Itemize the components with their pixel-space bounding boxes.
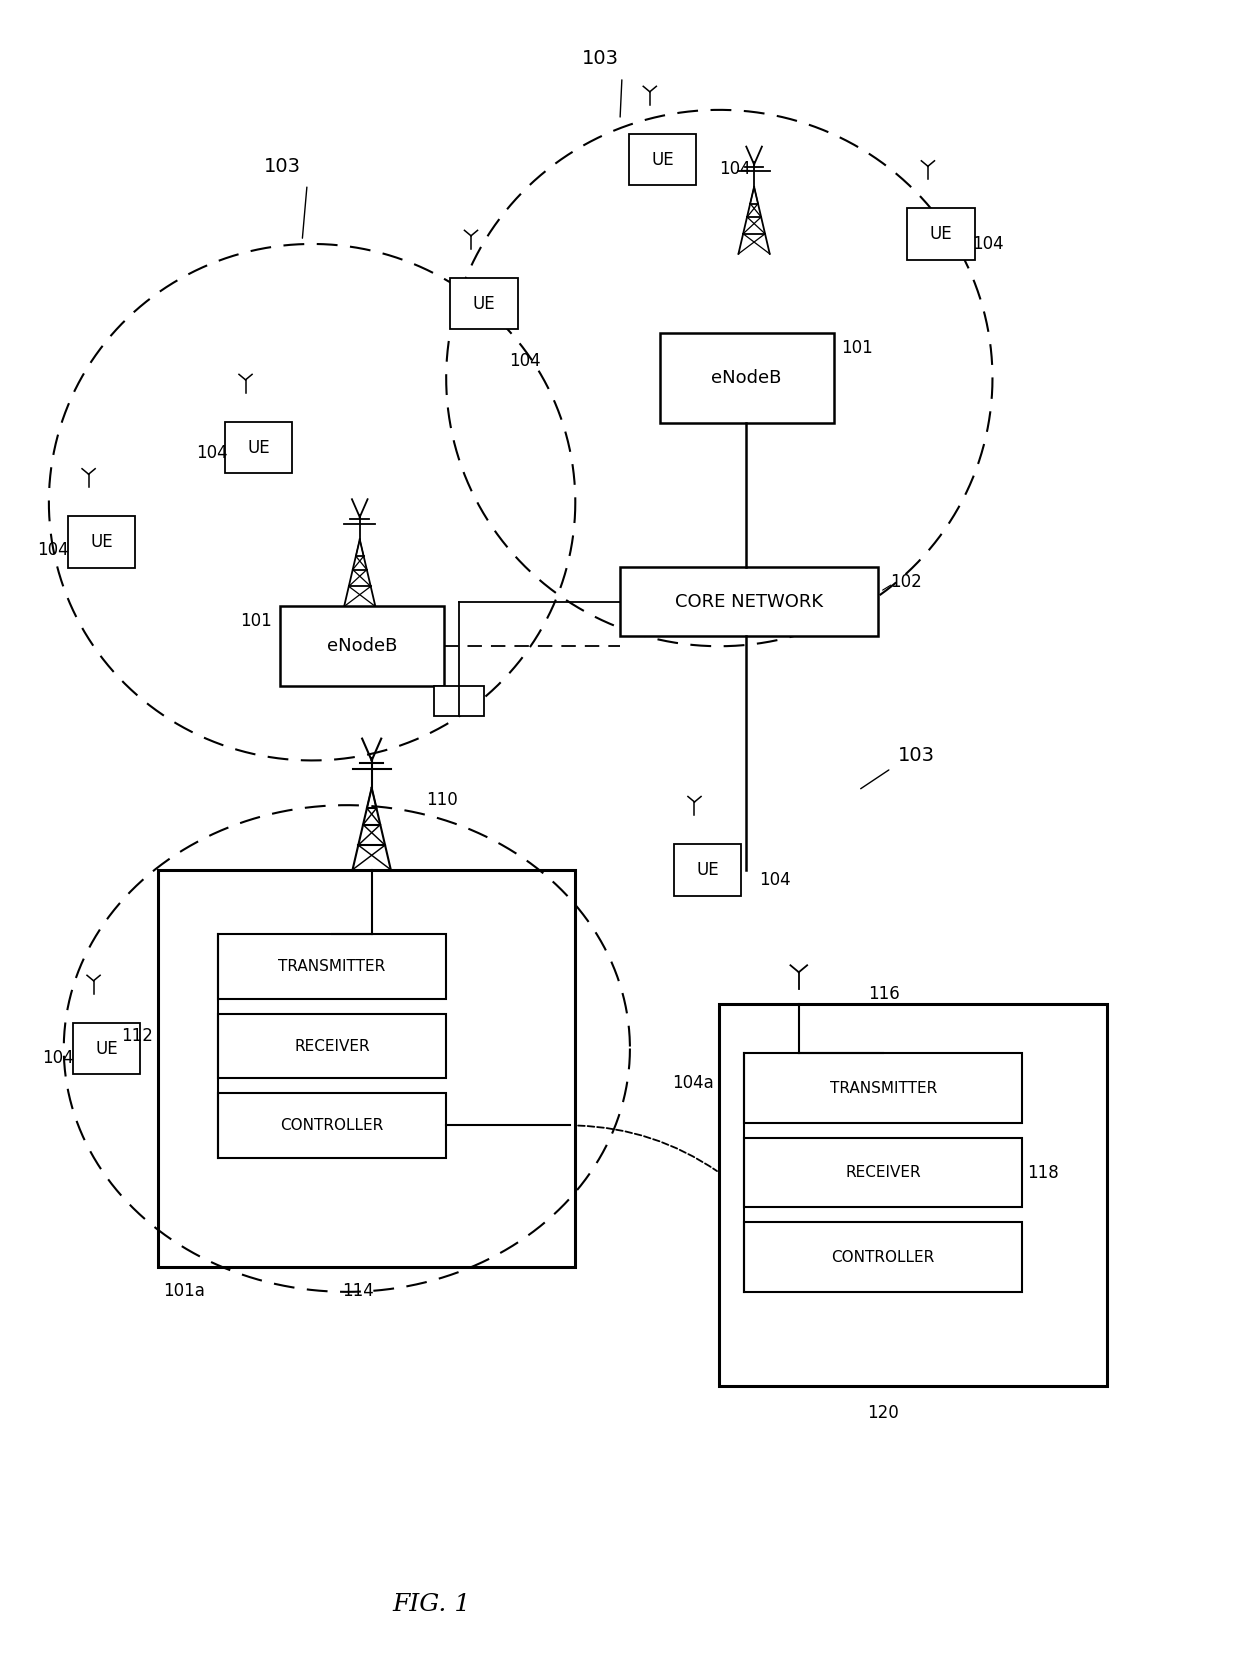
Text: CORE NETWORK: CORE NETWORK: [675, 592, 823, 611]
Text: RECEIVER: RECEIVER: [846, 1165, 921, 1180]
Text: UE: UE: [696, 861, 719, 879]
Text: 103: 103: [264, 157, 301, 175]
Text: 101: 101: [241, 612, 273, 631]
Text: 104: 104: [196, 444, 228, 462]
FancyBboxPatch shape: [280, 606, 444, 685]
Text: UE: UE: [651, 151, 675, 169]
Text: 103: 103: [582, 48, 619, 68]
Text: 101: 101: [842, 339, 873, 357]
Text: 104: 104: [719, 161, 751, 179]
Text: 110: 110: [427, 791, 458, 809]
FancyBboxPatch shape: [744, 1054, 1022, 1124]
Text: TRANSMITTER: TRANSMITTER: [278, 958, 386, 975]
FancyBboxPatch shape: [660, 333, 833, 422]
FancyBboxPatch shape: [450, 278, 517, 329]
Text: 103: 103: [898, 746, 935, 765]
FancyBboxPatch shape: [68, 516, 135, 568]
Text: 114: 114: [342, 1283, 373, 1299]
Text: CONTROLLER: CONTROLLER: [280, 1119, 383, 1134]
Text: FIG. 1: FIG. 1: [392, 1594, 470, 1617]
Text: UE: UE: [247, 439, 270, 457]
Text: RECEIVER: RECEIVER: [294, 1039, 370, 1054]
Text: 102: 102: [890, 573, 921, 591]
FancyBboxPatch shape: [906, 209, 975, 260]
FancyBboxPatch shape: [673, 844, 742, 895]
FancyBboxPatch shape: [218, 935, 446, 1000]
FancyBboxPatch shape: [744, 1139, 1022, 1208]
FancyBboxPatch shape: [620, 566, 878, 636]
FancyBboxPatch shape: [218, 1015, 446, 1079]
FancyBboxPatch shape: [629, 134, 697, 185]
FancyBboxPatch shape: [224, 422, 293, 473]
Text: UE: UE: [930, 225, 952, 243]
FancyBboxPatch shape: [73, 1023, 140, 1074]
Text: 104: 104: [972, 235, 1004, 253]
Text: 120: 120: [867, 1403, 899, 1422]
Text: eNodeB: eNodeB: [327, 637, 398, 655]
Text: 104a: 104a: [672, 1074, 714, 1092]
Text: 118: 118: [1027, 1163, 1059, 1182]
Text: 104: 104: [508, 353, 541, 371]
Text: eNodeB: eNodeB: [712, 369, 782, 387]
Text: 101a: 101a: [164, 1283, 205, 1299]
FancyBboxPatch shape: [218, 1094, 446, 1158]
Text: CONTROLLER: CONTROLLER: [832, 1250, 935, 1264]
FancyBboxPatch shape: [159, 871, 575, 1268]
Text: UE: UE: [95, 1039, 118, 1058]
FancyBboxPatch shape: [744, 1223, 1022, 1293]
Text: 116: 116: [868, 985, 900, 1003]
Text: UE: UE: [91, 533, 113, 551]
Text: 104: 104: [759, 871, 791, 889]
FancyBboxPatch shape: [434, 685, 484, 715]
Text: 104: 104: [37, 541, 68, 559]
FancyBboxPatch shape: [719, 1005, 1107, 1387]
Text: UE: UE: [472, 295, 495, 313]
Text: 104: 104: [42, 1049, 73, 1067]
Text: 112: 112: [122, 1028, 154, 1044]
Text: TRANSMITTER: TRANSMITTER: [830, 1081, 937, 1096]
